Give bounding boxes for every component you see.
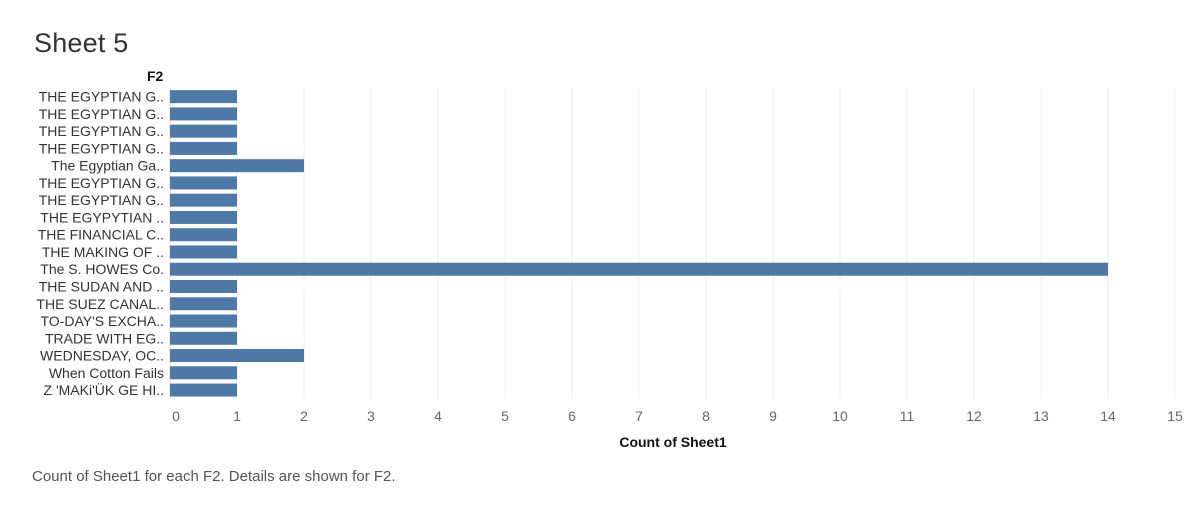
bar[interactable] xyxy=(170,297,237,311)
bar[interactable] xyxy=(170,210,237,224)
x-tick-label: 0 xyxy=(172,408,180,424)
bar[interactable] xyxy=(170,90,237,104)
category-label: TO-DAY'S EXCHA.. xyxy=(40,313,164,329)
category-label: TRADE WITH EG.. xyxy=(45,330,164,346)
category-label: THE SUEZ CANAL.. xyxy=(36,296,164,312)
category-label: THE SUDAN AND .. xyxy=(39,278,164,294)
category-label: When Cotton Fails xyxy=(49,365,164,381)
bar[interactable] xyxy=(170,314,237,328)
bar[interactable] xyxy=(170,349,304,363)
caption: Count of Sheet1 for each F2. Details are… xyxy=(32,468,396,485)
category-labels: THE EGYPTIAN G..THE EGYPTIAN G..THE EGYP… xyxy=(36,89,164,398)
bar-chart: THE EGYPTIAN G..THE EGYPTIAN G..THE EGYP… xyxy=(36,88,1183,450)
x-tick-label: 4 xyxy=(434,408,442,424)
x-tick-label: 9 xyxy=(769,408,777,424)
x-tick-label: 3 xyxy=(367,408,375,424)
bar[interactable] xyxy=(170,159,304,173)
x-tick-label: 2 xyxy=(300,408,308,424)
bar[interactable] xyxy=(170,245,237,259)
category-label: THE FINANCIAL C.. xyxy=(38,227,164,243)
x-tick-label: 8 xyxy=(702,408,710,424)
bar[interactable] xyxy=(170,176,237,190)
category-label: The S. HOWES Co. xyxy=(40,261,164,277)
x-tick-label: 13 xyxy=(1033,408,1049,424)
x-tick-label: 5 xyxy=(501,408,509,424)
x-axis-title: Count of Sheet1 xyxy=(619,434,727,450)
x-tick-label: 7 xyxy=(635,408,643,424)
bar[interactable] xyxy=(170,331,237,345)
category-label: THE EGYPTIAN G.. xyxy=(39,89,164,105)
x-axis-ticks: 0 1 2 3 4 5 6 7 8 9 10 11 12 13 14 15 xyxy=(172,408,1183,424)
category-label: THE MAKING OF .. xyxy=(42,244,164,260)
row-header: F2 xyxy=(147,68,164,84)
category-label: Z 'MAKi'ÜK GE HI.. xyxy=(44,381,164,398)
bar[interactable] xyxy=(170,141,237,155)
x-tick-label: 6 xyxy=(568,408,576,424)
x-tick-label: 10 xyxy=(832,408,848,424)
category-label: THE EGYPTIAN G.. xyxy=(39,106,164,122)
bar[interactable] xyxy=(170,124,237,138)
category-label: THE EGYPTIAN G.. xyxy=(39,140,164,156)
category-label: WEDNESDAY, OC.. xyxy=(40,348,164,364)
bar[interactable] xyxy=(170,262,1108,276)
category-label: THE EGYPTIAN G.. xyxy=(39,192,164,208)
bars xyxy=(170,90,1108,397)
bar[interactable] xyxy=(170,107,237,121)
category-label: THE EGYPYTIAN .. xyxy=(40,209,164,225)
bar[interactable] xyxy=(170,279,237,293)
x-tick-label: 11 xyxy=(900,408,915,424)
bar[interactable] xyxy=(170,193,237,207)
x-tick-label: 14 xyxy=(1100,408,1116,424)
category-label: THE EGYPTIAN G.. xyxy=(39,123,164,139)
x-tick-label: 1 xyxy=(233,408,241,424)
category-label: The Egyptian Ga.. xyxy=(51,158,164,174)
sheet-title: Sheet 5 xyxy=(34,28,129,58)
category-label: THE EGYPTIAN G.. xyxy=(39,175,164,191)
x-tick-label: 12 xyxy=(966,408,982,424)
bar[interactable] xyxy=(170,228,237,242)
bar[interactable] xyxy=(170,383,237,397)
bar[interactable] xyxy=(170,366,237,380)
x-tick-label: 15 xyxy=(1167,408,1183,424)
gridlines xyxy=(169,88,1176,399)
